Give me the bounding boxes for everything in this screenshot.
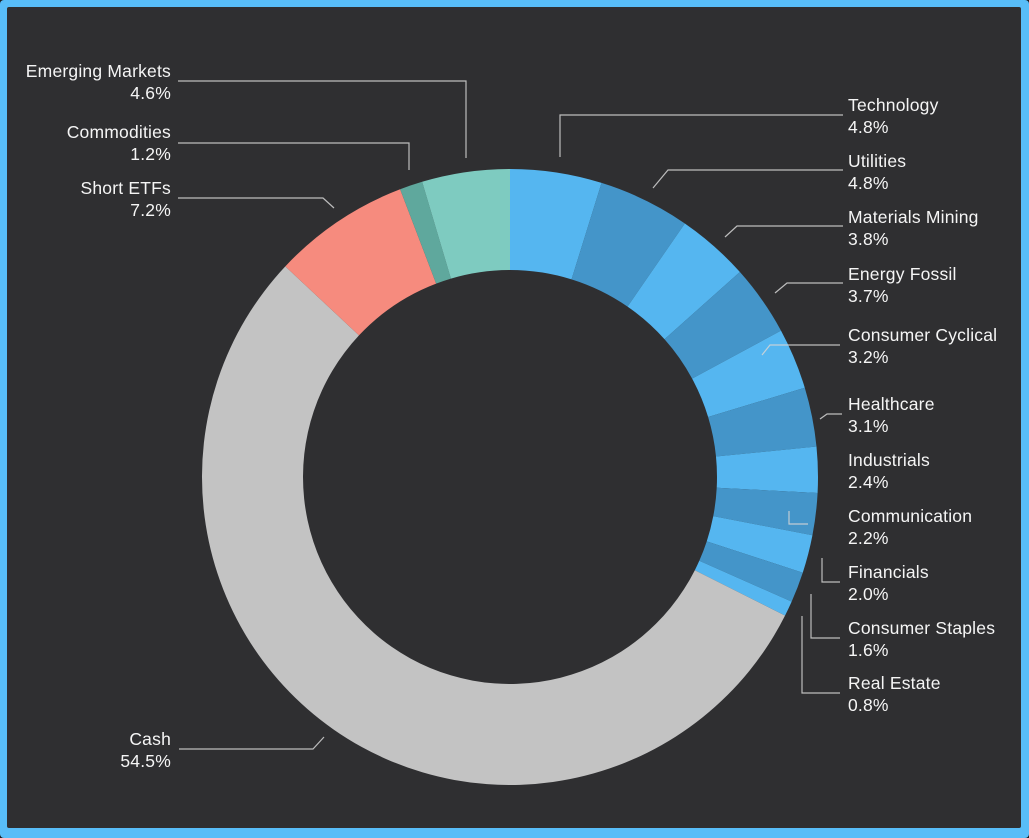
segment-name: Real Estate: [848, 673, 941, 693]
leader-financials: [821, 558, 840, 583]
segment-value: 3.8%: [848, 229, 889, 249]
leader-energy-fossil: [774, 282, 843, 294]
segment-value: 2.4%: [848, 472, 889, 492]
leader-healthcare: [819, 413, 842, 420]
slice-real-estate[interactable]: [694, 560, 792, 616]
segment-value: 3.1%: [848, 416, 889, 436]
segment-value: 2.2%: [848, 528, 889, 548]
segment-label-financials[interactable]: Financials 2.0%: [848, 561, 929, 605]
segment-label-emerging-markets[interactable]: Emerging Markets 4.6%: [26, 60, 171, 104]
slice-utilities[interactable]: [571, 182, 685, 307]
segment-label-healthcare[interactable]: Healthcare 3.1%: [848, 393, 935, 437]
segment-label-consumer-cyclical[interactable]: Consumer Cyclical 3.2%: [848, 324, 997, 368]
leader-cash: [179, 736, 325, 750]
segment-name: Healthcare: [848, 394, 935, 414]
segment-name: Industrials: [848, 450, 930, 470]
leader-real-estate: [801, 616, 840, 694]
segment-value: 54.5%: [120, 751, 171, 771]
slice-consumer-staples[interactable]: [699, 541, 803, 602]
segment-name: Materials Mining: [848, 207, 979, 227]
segment-value: 1.2%: [130, 144, 171, 164]
segment-label-materials-mining[interactable]: Materials Mining 3.8%: [848, 206, 979, 250]
slice-cash[interactable]: [201, 266, 786, 786]
leader-utilities: [652, 169, 843, 189]
donut-segments[interactable]: [201, 169, 819, 786]
segment-name: Consumer Staples: [848, 618, 996, 638]
segment-name: Communication: [848, 506, 973, 526]
segment-label-utilities[interactable]: Utilities 4.8%: [848, 150, 906, 194]
leader-consumer-cyclical: [761, 344, 840, 356]
slice-financials[interactable]: [706, 516, 813, 573]
slice-consumer-cyclical[interactable]: [692, 330, 805, 418]
segment-label-short-etfs[interactable]: Short ETFs 7.2%: [81, 177, 172, 221]
leader-communication: [788, 511, 808, 525]
segment-name: Energy Fossil: [848, 264, 957, 284]
segment-name: Technology: [848, 95, 939, 115]
slice-healthcare[interactable]: [708, 387, 817, 457]
segment-value: 0.8%: [848, 695, 889, 715]
segment-value: 3.7%: [848, 286, 889, 306]
segment-value: 3.2%: [848, 347, 889, 367]
segment-value: 4.8%: [848, 117, 889, 137]
slice-materials-mining[interactable]: [627, 223, 740, 340]
slice-technology[interactable]: [510, 169, 602, 280]
segment-label-communication[interactable]: Communication 2.2%: [848, 505, 972, 549]
segment-label-industrials[interactable]: Industrials 2.4%: [848, 449, 930, 493]
segment-value: 7.2%: [130, 200, 171, 220]
segment-name: Utilities: [848, 151, 907, 171]
leader-materials-mining: [724, 225, 843, 238]
leader-lines: [178, 80, 843, 750]
segment-value: 2.0%: [848, 584, 889, 604]
slice-communication[interactable]: [713, 487, 818, 536]
segment-label-energy-fossil[interactable]: Energy Fossil 3.7%: [848, 263, 957, 307]
slice-commodities[interactable]: [400, 181, 451, 284]
segment-value: 4.6%: [130, 83, 171, 103]
slice-emerging-markets[interactable]: [422, 169, 510, 279]
leader-consumer-staples: [810, 594, 840, 639]
segment-label-commodities[interactable]: Commodities 1.2%: [67, 121, 171, 165]
segment-label-consumer-staples[interactable]: Consumer Staples 1.6%: [848, 617, 995, 661]
segment-name: Emerging Markets: [25, 61, 171, 81]
segment-name: Short ETFs: [80, 178, 171, 198]
segment-value: 4.8%: [848, 173, 889, 193]
leader-short-etfs: [178, 197, 335, 209]
slice-industrials[interactable]: [715, 446, 819, 493]
segment-label-real-estate[interactable]: Real Estate 0.8%: [848, 672, 941, 716]
leader-technology: [559, 114, 843, 157]
slice-energy-fossil[interactable]: [664, 272, 781, 379]
leader-emerging-markets: [178, 80, 467, 158]
segment-name: Consumer Cyclical: [848, 325, 998, 345]
slice-short-etfs[interactable]: [285, 189, 437, 336]
segment-label-cash[interactable]: Cash 54.5%: [120, 728, 171, 772]
segment-name: Cash: [129, 729, 171, 749]
segment-label-technology[interactable]: Technology 4.8%: [848, 94, 939, 138]
segment-name: Commodities: [66, 122, 171, 142]
segment-value: 1.6%: [848, 640, 889, 660]
segment-name: Financials: [848, 562, 929, 582]
leader-commodities: [178, 142, 410, 170]
